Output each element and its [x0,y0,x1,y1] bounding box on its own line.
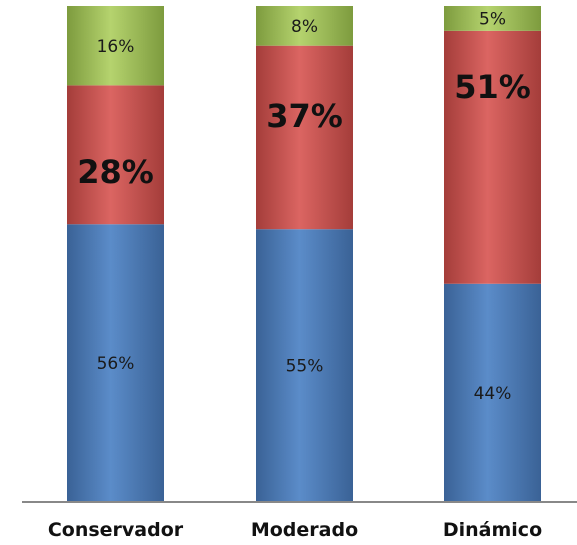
bar-segment-dinamico-1 [444,30,541,284]
bar-segment-conservador-0 [67,224,164,503]
bar-segment-moderado-1 [256,45,353,230]
data-label-dinamico-2: 5% [479,10,506,30]
data-label-moderado-2: 8% [291,17,318,37]
data-label-dinamico-0: 44% [474,384,512,404]
bar-segment-dinamico-2 [444,6,541,31]
data-label-moderado-0: 55% [286,357,324,377]
bar-segment-dinamico-0 [444,283,541,502]
category-labels-layer: Conservador Moderado Dinámico [48,519,542,541]
data-label-conservador-1: 28% [77,153,154,191]
data-labels-layer: 56% 28% 16% 55% 37% 8% 44% 51% 5% [77,10,531,404]
data-label-conservador-0: 56% [97,354,135,374]
data-label-moderado-1: 37% [266,97,343,135]
data-label-conservador-2: 16% [97,37,135,57]
bar-segment-moderado-0 [256,229,353,502]
category-label-conservador: Conservador [48,519,184,541]
category-label-moderado: Moderado [251,519,358,541]
category-label-dinamico: Dinámico [443,519,542,541]
bars-layer [67,6,541,503]
bar-segment-conservador-1 [67,85,164,225]
bar-segment-moderado-2 [256,6,353,46]
data-label-dinamico-1: 51% [454,68,531,106]
bar-segment-conservador-2 [67,6,164,86]
